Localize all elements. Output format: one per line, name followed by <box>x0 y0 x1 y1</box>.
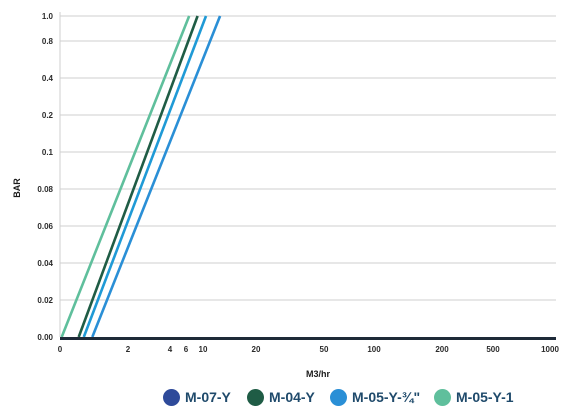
y-tick-label: 0.00 <box>37 333 53 342</box>
legend-label: M-05-Y-1 <box>456 389 514 405</box>
legend-item-m05y-1[interactable]: M-05-Y-1 <box>434 386 514 408</box>
y-tick-label: 0.02 <box>37 296 53 305</box>
x-axis-title: M3/hr <box>306 369 331 379</box>
series-line <box>82 15 208 338</box>
x-tick-label: 100 <box>367 345 381 354</box>
y-tick-label: 0.08 <box>37 185 53 194</box>
y-tick-label: 1.0 <box>42 12 54 21</box>
legend-swatch <box>434 388 451 406</box>
x-axis-baseline <box>60 337 556 340</box>
legend-label: M-07-Y <box>185 389 231 405</box>
x-tick-labels: 0 2 4 6 10 20 50 100 200 500 1000 <box>58 345 560 354</box>
legend-item-m04y[interactable]: M-04-Y <box>247 386 315 408</box>
legend-label: M-05-Y-¾" <box>352 389 421 405</box>
y-tick-label: 0.06 <box>37 222 53 231</box>
legend-swatch <box>247 388 264 406</box>
series-line <box>77 15 199 338</box>
y-tick-label: 0.8 <box>42 37 54 46</box>
x-tick-label: 4 <box>168 345 173 354</box>
y-tick-label: 0.2 <box>42 111 54 120</box>
x-tick-label: 50 <box>320 345 329 354</box>
chart-svg: 0.00 0.02 0.04 0.06 0.08 0.1 0.2 0.4 0.8 1.0 0 2 4 6… <box>12 12 560 379</box>
x-tick-label: 1000 <box>541 345 559 354</box>
y-tick-label: 0.4 <box>42 74 54 83</box>
x-tick-label: 20 <box>252 345 261 354</box>
x-tick-label: 0 <box>58 345 63 354</box>
legend-item-m05y-34[interactable]: M-05-Y-¾" <box>330 386 420 408</box>
grid-lines <box>59 12 556 337</box>
legend-swatch <box>330 388 347 406</box>
series-line <box>60 15 191 338</box>
legend-label: M-04-Y <box>269 389 315 405</box>
x-tick-label: 10 <box>199 345 208 354</box>
y-tick-labels: 0.00 0.02 0.04 0.06 0.08 0.1 0.2 0.4 0.8 1.0 <box>37 12 53 342</box>
legend-swatch <box>163 388 180 406</box>
y-axis-title: BAR <box>12 178 22 198</box>
x-tick-label: 6 <box>184 345 189 354</box>
legend-item-m07y[interactable]: M-07-Y <box>163 386 231 408</box>
y-tick-label: 0.1 <box>42 148 54 157</box>
series-line <box>91 15 222 338</box>
series-lines <box>60 15 222 338</box>
x-tick-label: 500 <box>486 345 500 354</box>
x-tick-label: 200 <box>435 345 449 354</box>
x-tick-label: 2 <box>126 345 131 354</box>
y-tick-label: 0.04 <box>37 259 53 268</box>
legend: M-07-Y M-04-Y M-05-Y-¾" M-05-Y-1 <box>0 386 574 408</box>
